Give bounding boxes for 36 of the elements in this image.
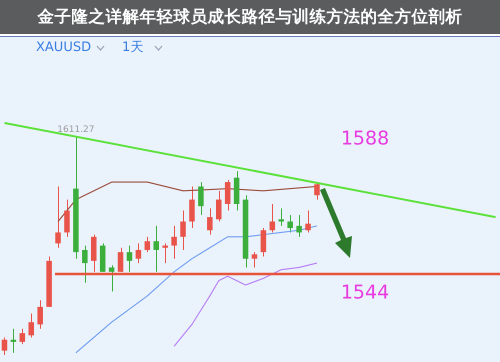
text: 金子隆之详解年轻球员成长路径与训练方法的全方位剖析	[0, 0, 500, 34]
chart-subtitle: 1天	[122, 39, 144, 57]
candlestick	[136, 242, 142, 264]
candlestick	[198, 182, 204, 216]
candlestick	[216, 190, 222, 222]
candlestick	[55, 186, 61, 248]
annotation: 1544	[340, 281, 390, 304]
candlestick	[314, 182, 320, 200]
candlestick	[180, 210, 186, 250]
candlestick	[2, 337, 8, 356]
candlestick	[162, 242, 168, 264]
candlestick	[260, 228, 266, 258]
candlestick	[108, 264, 114, 292]
text: 1611.27	[57, 124, 94, 135]
candlestick	[189, 186, 195, 229]
candlestick	[144, 236, 150, 253]
candlestick	[224, 179, 230, 212]
candlestick	[270, 203, 276, 233]
candlestick	[28, 312, 34, 338]
candlestick	[287, 214, 293, 233]
candlestick	[20, 328, 26, 345]
candlestick	[10, 328, 16, 354]
candlestick	[126, 245, 132, 272]
candlestick	[296, 214, 302, 238]
chart-title: XAUUSD	[36, 39, 92, 57]
candlestick	[278, 208, 284, 226]
candlestick	[64, 199, 70, 238]
candlestick	[305, 210, 311, 233]
candlestick	[153, 225, 160, 272]
candlestick	[171, 225, 177, 260]
annotation: 1588	[340, 128, 390, 150]
candlestick	[118, 247, 124, 272]
candlestick	[207, 208, 213, 236]
candlestick	[37, 300, 43, 330]
candlestick	[252, 252, 258, 268]
candlestick	[82, 245, 88, 284]
